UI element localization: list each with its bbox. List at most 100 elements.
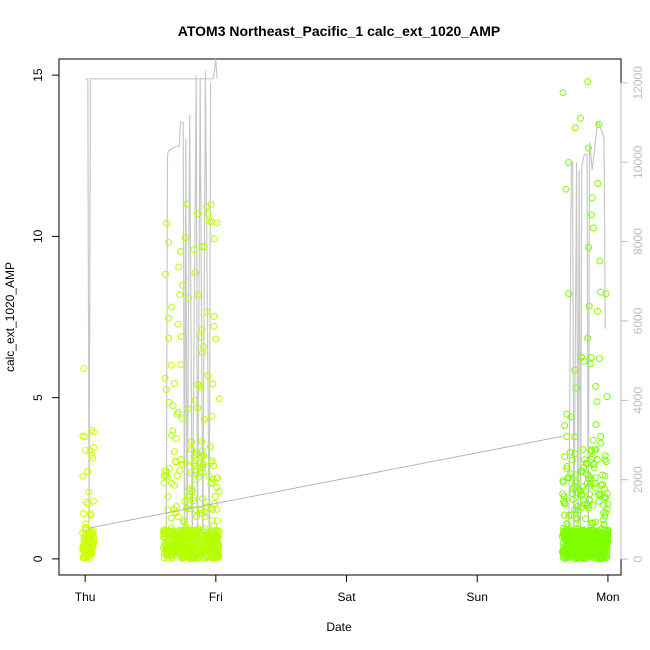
trend-series (87, 435, 563, 529)
data-point (160, 526, 168, 534)
data-point (179, 517, 187, 524)
y-axis-label: calc_ext_1020_AMP (3, 262, 17, 372)
data-point (209, 540, 217, 548)
x-tick-label: Fri (209, 590, 223, 604)
data-point (196, 384, 204, 392)
data-point (588, 446, 596, 454)
data-point (80, 365, 88, 373)
data-point (185, 294, 193, 302)
data-point (185, 501, 193, 509)
data-point (574, 503, 582, 510)
y2-tick-label: 10000 (631, 145, 645, 179)
data-point (89, 454, 97, 462)
data-point (602, 509, 610, 517)
data-point (594, 307, 601, 315)
data-point (161, 374, 169, 382)
y-tick-label: 15 (31, 68, 45, 82)
data-point (567, 511, 575, 519)
data-point (592, 382, 600, 390)
data-point (190, 494, 198, 502)
data-point (580, 464, 588, 472)
data-point (188, 438, 195, 446)
data-point (594, 491, 602, 499)
data-point (561, 528, 569, 535)
data-point (200, 415, 208, 423)
data-point (196, 333, 204, 341)
data-point (211, 492, 219, 500)
data-point (201, 509, 209, 517)
data-point (162, 386, 170, 393)
data-point (205, 217, 213, 225)
data-point (569, 528, 577, 536)
data-point (172, 549, 180, 557)
data-point (588, 354, 595, 361)
y-tick-label: 10 (31, 229, 45, 243)
data-point (86, 555, 94, 563)
data-point (165, 527, 173, 535)
data-point (597, 439, 605, 447)
data-point (206, 443, 214, 451)
data-point (204, 372, 212, 380)
data-point (178, 460, 186, 468)
trend-line (87, 435, 563, 529)
data-point (573, 384, 581, 392)
data-point (588, 519, 596, 527)
data-point (593, 398, 601, 406)
data-point (571, 366, 579, 374)
depth-line (85, 58, 218, 524)
data-point (213, 483, 221, 491)
data-point (82, 498, 90, 506)
data-point (584, 501, 592, 509)
data-point (170, 380, 178, 388)
data-point (559, 490, 567, 498)
data-point (561, 453, 569, 461)
data-point (80, 510, 88, 518)
data-point (177, 333, 185, 341)
data-point (571, 124, 579, 132)
chart-title: ATOM3 Northeast_Pacific_1 calc_ext_1020_… (178, 23, 500, 39)
data-point (89, 541, 97, 549)
data-point (88, 451, 96, 459)
data-point (215, 528, 223, 536)
data-point (583, 479, 591, 487)
data-point (212, 550, 220, 558)
data-point (89, 530, 96, 538)
data-point (79, 529, 87, 537)
y-tick-label: 5 (31, 394, 45, 401)
data-point (198, 437, 206, 445)
data-point (215, 395, 223, 403)
data-point (167, 528, 175, 536)
data-point (560, 529, 568, 537)
data-point (597, 433, 605, 440)
data-point (213, 517, 221, 525)
data-point (601, 456, 609, 464)
data-point (198, 325, 206, 333)
data-point (559, 550, 567, 558)
data-point (162, 270, 169, 278)
data-point (183, 200, 191, 208)
data-point (188, 485, 196, 493)
data-point (81, 535, 88, 543)
data-point (203, 553, 211, 561)
data-point (187, 469, 195, 477)
data-point (165, 314, 173, 322)
data-point (90, 537, 98, 545)
data-point (600, 501, 608, 509)
data-point (587, 211, 595, 219)
data-point (208, 412, 216, 420)
data-point (164, 473, 171, 481)
data-point (591, 484, 599, 492)
data-point (188, 487, 196, 495)
data-point (574, 506, 582, 514)
y-tick-label: 0 (31, 555, 45, 562)
data-point (210, 235, 218, 243)
plot-frame (58, 58, 622, 576)
data-point (202, 536, 209, 544)
data-point (165, 398, 173, 406)
x-axis-label: Date (326, 620, 352, 634)
y2-tick-label: 8000 (631, 228, 645, 255)
data-point (599, 471, 606, 479)
data-point (199, 548, 207, 555)
data-point (160, 479, 168, 487)
